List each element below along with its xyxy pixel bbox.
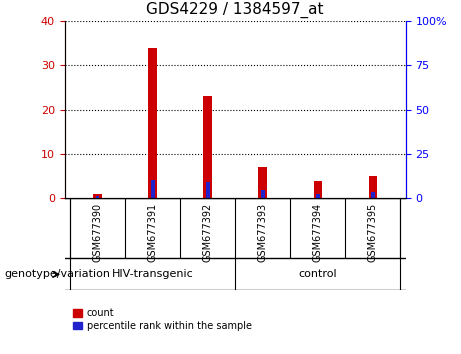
Bar [261,190,265,198]
Bar [371,192,375,198]
Title: GDS4229 / 1384597_at: GDS4229 / 1384597_at [146,2,324,18]
Bar [151,180,154,198]
Text: GSM677391: GSM677391 [148,203,158,262]
Bar [206,182,210,198]
Bar [259,167,267,198]
Bar [313,181,322,198]
Bar [368,176,377,198]
Text: GSM677394: GSM677394 [313,203,323,262]
Text: genotype/variation: genotype/variation [5,269,111,279]
Legend: count, percentile rank within the sample: count, percentile rank within the sample [70,304,256,335]
Text: GSM677390: GSM677390 [93,203,102,262]
Text: GSM677392: GSM677392 [202,203,213,262]
Bar [148,48,157,198]
Text: control: control [298,269,337,279]
Text: HIV-transgenic: HIV-transgenic [112,269,194,279]
Text: GSM677395: GSM677395 [368,203,378,262]
Bar [316,194,319,198]
Bar [95,195,100,198]
Bar [94,194,102,198]
Text: GSM677393: GSM677393 [258,203,268,262]
Bar [203,97,212,198]
